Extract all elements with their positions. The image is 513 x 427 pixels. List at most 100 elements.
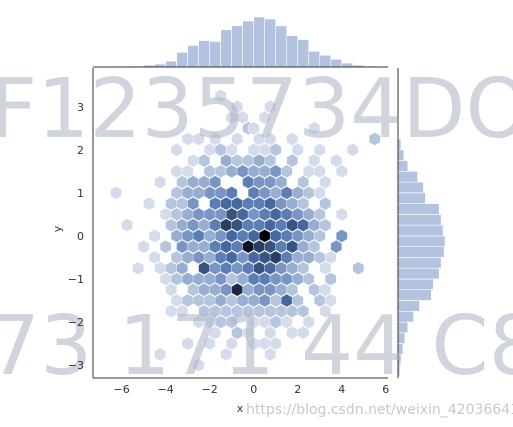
hex-cell bbox=[258, 207, 271, 222]
hex-cell bbox=[258, 272, 271, 286]
hex-cell bbox=[280, 229, 293, 243]
hex-cell bbox=[253, 239, 266, 254]
hex-cell bbox=[192, 186, 205, 200]
hex-cell bbox=[214, 89, 227, 103]
hex-cell bbox=[242, 218, 255, 232]
hex-cell bbox=[291, 229, 304, 243]
hex-cell bbox=[209, 283, 222, 297]
hex-cell bbox=[148, 250, 161, 265]
hex-cell bbox=[297, 218, 310, 232]
x-tick-label: 4 bbox=[338, 383, 345, 396]
hex-cell bbox=[214, 207, 227, 222]
hex-cell bbox=[280, 186, 293, 200]
hex-cell bbox=[247, 164, 260, 179]
hex-cell bbox=[297, 326, 310, 340]
hex-cell bbox=[330, 153, 343, 168]
hex-cell bbox=[181, 186, 194, 200]
hex-cell bbox=[291, 250, 304, 265]
hex-cell bbox=[297, 196, 310, 211]
hex-cell bbox=[264, 100, 277, 114]
hex-cell bbox=[302, 207, 315, 222]
hex-cell bbox=[209, 175, 222, 189]
hex-cell bbox=[247, 186, 260, 200]
hex-cell bbox=[176, 304, 188, 318]
hex-cell bbox=[313, 207, 326, 222]
hex-cell bbox=[291, 143, 304, 157]
hex-cell bbox=[236, 250, 249, 265]
hex-cell bbox=[280, 164, 293, 179]
histogram-bar bbox=[397, 203, 440, 215]
hex-cell bbox=[286, 132, 299, 146]
hex-cell bbox=[286, 239, 299, 254]
hex-cell bbox=[154, 261, 166, 275]
x-tick-label: 6 bbox=[382, 383, 389, 396]
hex-cell bbox=[264, 196, 277, 211]
hex-cell bbox=[352, 261, 365, 275]
hex-cell bbox=[319, 175, 332, 189]
hex-cell bbox=[264, 283, 277, 297]
histogram-bar bbox=[275, 25, 288, 68]
hex-cell bbox=[209, 196, 222, 211]
hex-cell bbox=[214, 229, 227, 243]
hex-cell bbox=[203, 336, 216, 351]
hex-cell bbox=[308, 239, 321, 254]
hex-cell bbox=[275, 261, 288, 275]
histogram-bar bbox=[242, 20, 255, 68]
x-tick-label: −4 bbox=[158, 383, 174, 396]
hex-cell bbox=[242, 196, 255, 211]
watermark: 73 171 44 C8 bbox=[0, 299, 513, 394]
hex-cell bbox=[302, 250, 315, 265]
hex-cell bbox=[324, 272, 337, 286]
hex-cell bbox=[170, 272, 183, 286]
hex-cell bbox=[187, 175, 200, 189]
hex-cell bbox=[269, 272, 282, 286]
x-tick-label: 2 bbox=[294, 383, 301, 396]
hex-cell bbox=[192, 132, 205, 146]
hex-cell bbox=[170, 229, 183, 243]
hex-cell bbox=[220, 347, 233, 362]
hex-cell bbox=[181, 207, 194, 222]
hex-cell bbox=[192, 250, 205, 265]
hex-cell bbox=[291, 293, 304, 308]
hex-cell bbox=[225, 250, 238, 265]
hex-cell bbox=[214, 186, 227, 200]
hex-cell bbox=[264, 153, 277, 168]
hex-cell bbox=[181, 164, 194, 179]
hex-cell bbox=[154, 347, 166, 362]
hex-cell bbox=[242, 283, 255, 297]
hex-cell bbox=[181, 229, 194, 243]
hex-cell bbox=[264, 347, 277, 362]
hex-cell bbox=[198, 283, 211, 297]
histogram-bar bbox=[397, 171, 418, 183]
x-axis-label: x bbox=[237, 402, 244, 415]
hex-cell bbox=[176, 261, 188, 275]
hex-cell bbox=[225, 272, 238, 286]
hex-cell bbox=[225, 229, 238, 243]
hex-cell bbox=[192, 207, 205, 222]
hex-cell bbox=[165, 218, 177, 232]
hex-cell bbox=[313, 164, 326, 179]
hex-cell bbox=[275, 218, 288, 232]
hex-cell bbox=[154, 175, 166, 189]
hex-cell bbox=[198, 175, 211, 189]
hex-cell bbox=[198, 218, 211, 232]
hex-cell bbox=[203, 250, 216, 265]
hex-cell bbox=[220, 283, 233, 297]
watermark: F1235734DOL bbox=[0, 62, 513, 157]
hex-cell bbox=[231, 196, 244, 211]
x-tick-label: −2 bbox=[202, 383, 218, 396]
hex-cell bbox=[143, 196, 155, 211]
hex-cell bbox=[264, 326, 277, 340]
hex-cell bbox=[286, 218, 299, 232]
hex-cell bbox=[247, 250, 260, 265]
hex-cell bbox=[308, 218, 321, 232]
x-tick-label: −6 bbox=[114, 383, 130, 396]
hex-cell bbox=[253, 196, 266, 211]
hex-cell bbox=[324, 293, 337, 308]
hex-cell bbox=[198, 261, 211, 275]
hex-cell bbox=[231, 218, 244, 232]
hex-cell bbox=[165, 261, 177, 275]
hex-cell bbox=[258, 110, 271, 125]
histogram-bar bbox=[397, 246, 445, 258]
hex-cell bbox=[308, 121, 321, 136]
